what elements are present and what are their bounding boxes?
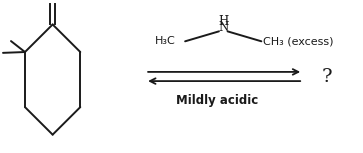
Text: Mildly acidic: Mildly acidic xyxy=(176,95,258,107)
Text: ?: ? xyxy=(321,67,332,86)
Text: N: N xyxy=(218,21,228,34)
Text: H₃C: H₃C xyxy=(155,36,176,46)
Text: CH₃ (excess): CH₃ (excess) xyxy=(263,36,334,46)
Text: H: H xyxy=(218,15,228,28)
